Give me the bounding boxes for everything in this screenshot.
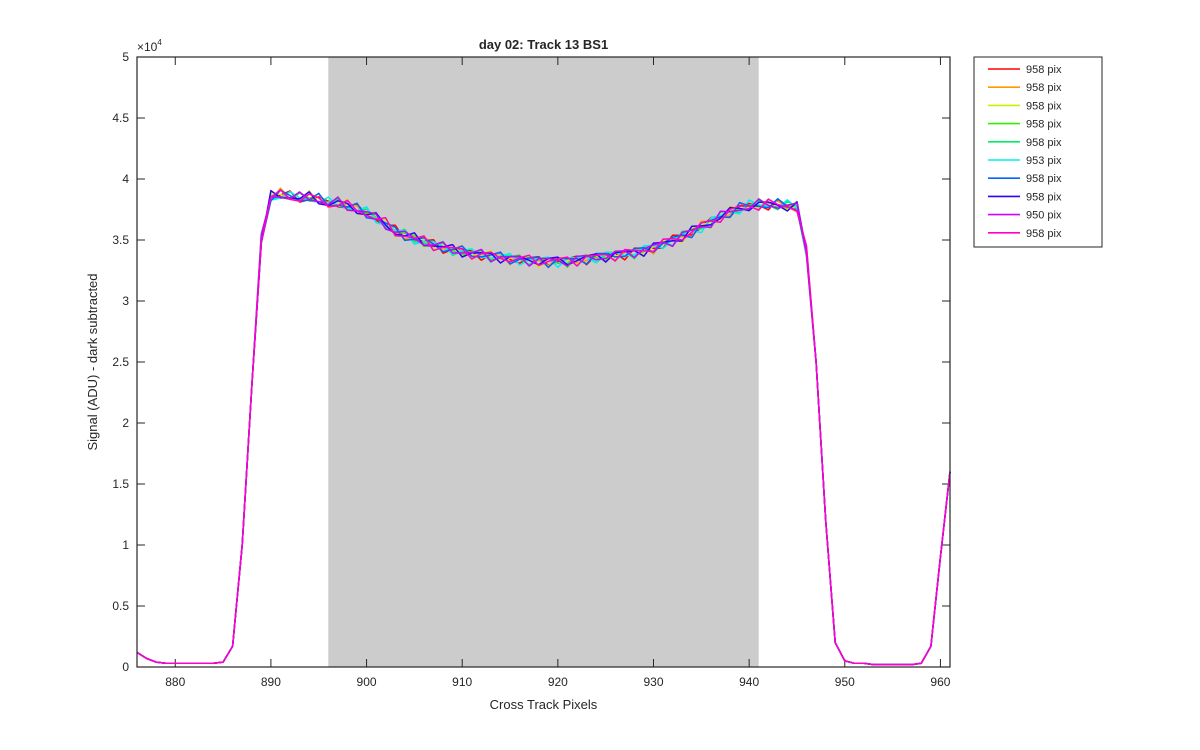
y-tick-label: 5 [122, 50, 129, 64]
x-tick-label: 960 [930, 675, 950, 689]
shaded-region [328, 57, 759, 667]
legend-entry[interactable]: 958 pix [988, 228, 1062, 240]
y-tick-label: 3.5 [112, 233, 129, 247]
y-tick-label: 0 [122, 660, 129, 674]
plot-frame [136, 56, 951, 668]
x-tick-label: 950 [835, 675, 855, 689]
series-line-10 [136, 189, 951, 666]
legend-entry[interactable]: 958 pix [988, 119, 1062, 131]
y-multiplier-exponent: 4 [157, 38, 162, 47]
x-tick-label: 920 [548, 675, 568, 689]
legend-label: 950 pix [1026, 210, 1062, 222]
legend-label: 958 pix [1026, 173, 1062, 185]
y-tick-label: 2.5 [112, 355, 129, 369]
legend-items: 958 pix 958 pix 958 pix 958 pix 958 pix 953 p… [988, 64, 1062, 240]
y-tick-label: 2 [122, 416, 129, 430]
legend-label: 958 pix [1026, 100, 1062, 112]
legend-entry[interactable]: 958 pix [988, 64, 1062, 76]
x-tick-label: 940 [739, 675, 759, 689]
legend-label: 958 pix [1026, 64, 1062, 76]
y-tick-label: 1.5 [112, 477, 129, 491]
y-axis-multiplier: ×104 [137, 38, 162, 54]
legend-entry[interactable]: 950 pix [988, 210, 1062, 222]
legend-label: 958 pix [1026, 228, 1062, 240]
x-tick-labels: 880 890 900 910 920 930 940 950 960 [165, 675, 951, 689]
y-tick-label: 3 [122, 294, 129, 308]
legend[interactable]: 958 pix 958 pix 958 pix 958 pix 958 pix 953 p… [973, 56, 1103, 248]
y-axis-label: Signal (ADU) - dark subtracted [85, 273, 100, 450]
series-lines [136, 187, 951, 666]
legend-entry[interactable]: 958 pix [988, 100, 1062, 112]
x-tick-label: 880 [165, 675, 185, 689]
y-tick-label: 4.5 [112, 111, 129, 125]
legend-label: 958 pix [1026, 119, 1062, 131]
x-axis-label: Cross Track Pixels [490, 697, 598, 712]
y-tick-label: 4 [122, 172, 129, 186]
chart-title: day 02: Track 13 BS1 [479, 37, 608, 52]
legend-label: 953 pix [1026, 155, 1062, 167]
y-tick-label: 1 [122, 538, 129, 552]
x-tick-label: 900 [357, 675, 377, 689]
x-tick-label: 930 [643, 675, 663, 689]
legend-entry[interactable]: 958 pix [988, 191, 1062, 203]
y-tick-labels: 0 0.5 1 1.5 2 2.5 3 3.5 4 4.5 5 [112, 50, 129, 674]
legend-entry[interactable]: 958 pix [988, 137, 1062, 149]
legend-entry[interactable]: 953 pix [988, 155, 1062, 167]
x-tick-label: 910 [452, 675, 472, 689]
legend-label: 958 pix [1026, 191, 1062, 203]
y-tick-label: 0.5 [112, 599, 129, 613]
legend-entry[interactable]: 958 pix [988, 82, 1062, 94]
legend-entry[interactable]: 958 pix [988, 173, 1062, 185]
legend-label: 958 pix [1026, 82, 1062, 94]
x-tick-label: 890 [261, 675, 281, 689]
legend-label: 958 pix [1026, 137, 1062, 149]
y-multiplier-base: ×10 [137, 40, 158, 54]
